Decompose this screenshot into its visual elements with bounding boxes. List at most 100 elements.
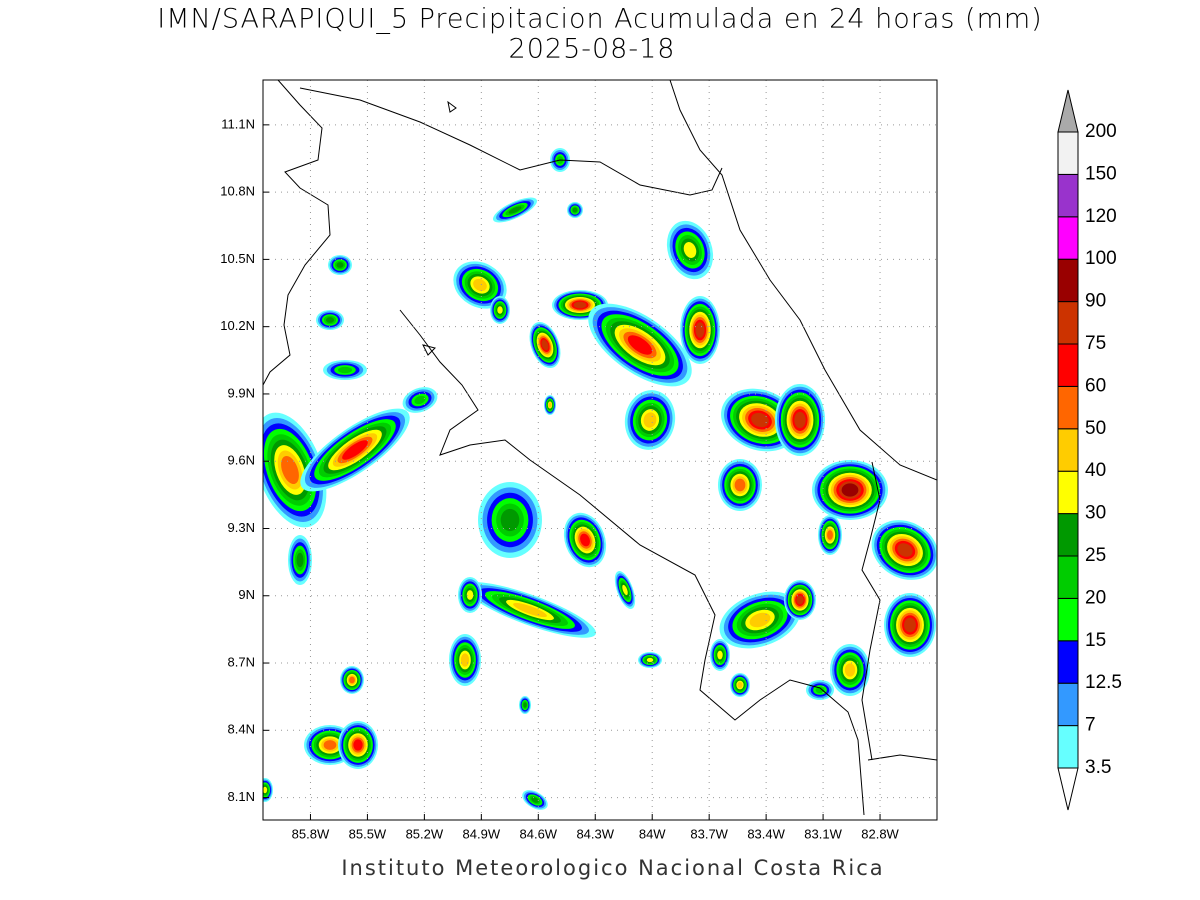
precip-contour [904, 617, 916, 633]
x-tick-label: 83.1W [804, 826, 842, 841]
colorbar: 3.5 7 12.5 15 20 25 30 40 50 60 75 90 100 120 150 200 [1057, 89, 1122, 811]
precip-contour [749, 612, 771, 628]
precip-contour [580, 533, 590, 547]
colorbar-segment [1057, 216, 1079, 260]
precip-contour [751, 412, 769, 428]
precip-contour [337, 366, 353, 374]
precip-contour [844, 663, 856, 677]
x-tick-label: 84.3W [576, 826, 614, 841]
y-tick-label: 9.9N [228, 385, 255, 400]
precip-contour [508, 206, 522, 214]
colorbar-segment [1057, 428, 1079, 472]
graticule: 85.8W 85.5W 85.2W 84.9W 84.6W 84.3W 84W 83.7W 83… [220, 80, 937, 841]
y-tick-label: 8.4N [228, 722, 255, 737]
precip-contour [627, 335, 653, 355]
colorbar-label: 30 [1085, 503, 1106, 524]
precip-contour [794, 411, 806, 429]
colorbar-label: 40 [1085, 460, 1106, 481]
precip-contour [342, 440, 368, 460]
precip-contour [473, 278, 487, 292]
colorbar-label: 3.5 [1085, 757, 1111, 778]
precip-contour [541, 339, 549, 351]
colorbar-segment [1057, 301, 1079, 345]
precip-contour [815, 686, 825, 694]
precip-contour [548, 402, 552, 408]
precip-contour [897, 543, 913, 557]
precip-contour [336, 262, 344, 268]
colorbar-label: 120 [1085, 206, 1117, 227]
colorbar-label: 100 [1085, 248, 1117, 269]
colorbar-label: 15 [1085, 630, 1106, 651]
colorbar-label: 20 [1085, 587, 1106, 608]
colorbar-under [1057, 767, 1079, 811]
colorbar-label: 12.5 [1085, 672, 1122, 693]
y-tick-label: 10.8N [220, 184, 255, 199]
colorbar-segment [1057, 470, 1079, 515]
precip-contour [466, 590, 474, 600]
colorbar-segment [1057, 725, 1079, 769]
y-tick-label: 8.1N [228, 789, 255, 804]
x-tick-label: 85.8W [292, 826, 330, 841]
y-tick-label: 11.1N [221, 116, 255, 131]
subtitle: 2025-08-18 [509, 34, 676, 65]
colorbar-label: 200 [1085, 121, 1117, 142]
colorbar-segment [1057, 385, 1079, 430]
precip-contour [263, 786, 268, 794]
precip-contour [500, 508, 520, 532]
precip-contour [513, 602, 547, 618]
precip-contour [827, 530, 833, 540]
colorbar-segment [1057, 343, 1079, 387]
colorbar-segment [1057, 640, 1079, 684]
x-tick-label: 83.7W [690, 826, 728, 841]
precip-contour [296, 552, 304, 568]
precip-contour [497, 306, 503, 314]
colorbar-over [1057, 89, 1079, 133]
precip-contour [734, 478, 746, 492]
colorbar-segment [1057, 173, 1079, 218]
colorbar-label: 60 [1085, 375, 1106, 396]
precip-contour [523, 702, 527, 708]
y-tick-label: 9N [238, 587, 255, 602]
x-tick-label: 85.2W [406, 826, 444, 841]
precip-contour [325, 317, 335, 323]
y-tick-label: 10.5N [220, 251, 255, 266]
precip-contour [460, 653, 470, 667]
colorbar-segment [1057, 597, 1079, 642]
precip-contour [683, 242, 697, 258]
title: IMN/SARAPIQUI_5 Precipitacion Acumulada … [157, 4, 1042, 35]
precip-contour [646, 657, 654, 663]
precip-contour [643, 412, 657, 428]
x-tick-label: 84.6W [520, 826, 558, 841]
precip-contour [281, 455, 299, 485]
precip-contour [717, 650, 723, 660]
colorbar-label: 7 [1085, 715, 1096, 736]
x-tick-label: 85.5W [349, 826, 387, 841]
colorbar-label: 25 [1085, 545, 1106, 566]
y-tick-label: 9.6N [228, 453, 255, 468]
x-tick-label: 84W [639, 826, 666, 841]
precip-contour [353, 739, 363, 751]
colorbar-segment [1057, 131, 1079, 175]
precip-contour [414, 395, 426, 405]
precip-contour [531, 797, 539, 803]
precip-field [263, 148, 937, 810]
precip-contour [796, 595, 804, 605]
colorbar-segment [1057, 555, 1079, 599]
y-tick-label: 8.7N [228, 654, 255, 669]
colorbar-label: 90 [1085, 291, 1106, 312]
precip-contour [841, 483, 859, 497]
precip-contour [573, 301, 587, 309]
x-tick-label: 83.4W [747, 826, 785, 841]
y-tick-label: 10.2N [220, 318, 255, 333]
colorbar-label: 75 [1085, 333, 1106, 354]
precip-contour [323, 740, 337, 750]
precip-contour [695, 322, 705, 338]
colorbar-segment [1057, 258, 1079, 303]
plot-frame [262, 79, 938, 821]
x-tick-label: 84.9W [463, 826, 501, 841]
precip-contour [349, 676, 355, 684]
colorbar-label: 50 [1085, 418, 1106, 439]
colorbar-segment [1057, 513, 1079, 557]
footer: Instituto Meteorologico Nacional Costa R… [341, 856, 884, 880]
